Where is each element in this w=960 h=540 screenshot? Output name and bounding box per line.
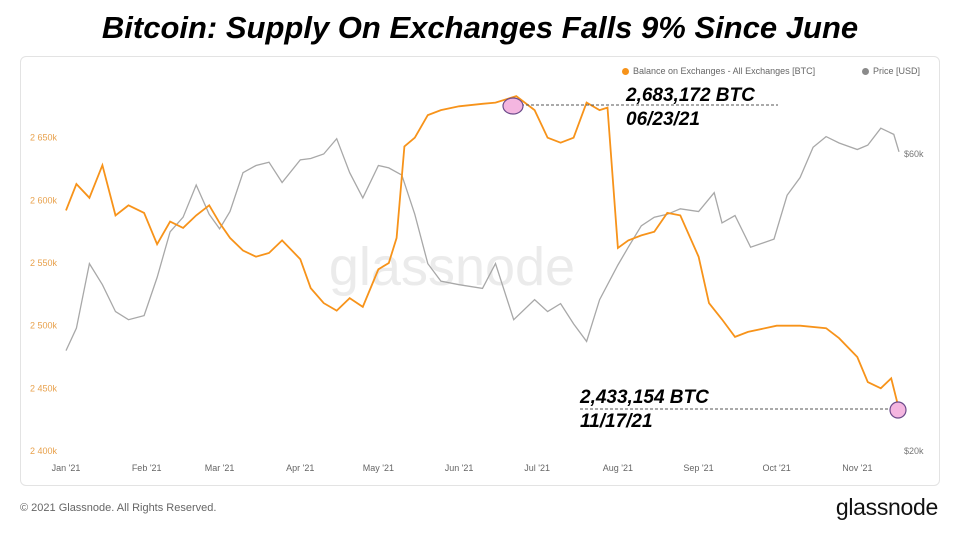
callout-peak: 2,683,172 BTC 06/23/21 bbox=[626, 84, 755, 132]
x-tick: Apr '21 bbox=[286, 463, 314, 473]
y-tick-left: 2 500k bbox=[30, 321, 58, 331]
x-tick: Mar '21 bbox=[205, 463, 235, 473]
callout-latest-value: 2,433,154 BTC bbox=[580, 387, 709, 408]
balance-series-line bbox=[65, 95, 900, 410]
legend-price-dot bbox=[862, 67, 869, 75]
y-tick-left: 2 550k bbox=[30, 258, 58, 268]
peak-highlight-marker bbox=[502, 97, 524, 115]
chart-title: Bitcoin: Supply On Exchanges Falls 9% Si… bbox=[101, 10, 859, 45]
y-axis-right: $20k $60k bbox=[904, 149, 924, 456]
callout-peak-value: 2,683,172 BTC bbox=[626, 85, 755, 106]
callout-peak-date: 06/23/21 bbox=[626, 109, 700, 130]
y-tick-right: $60k bbox=[904, 149, 924, 159]
x-tick: May '21 bbox=[363, 463, 394, 473]
x-tick: Feb '21 bbox=[132, 463, 162, 473]
x-tick: Aug '21 bbox=[603, 463, 633, 473]
x-tick: Jan '21 bbox=[52, 463, 81, 473]
legend-balance-label: Balance on Exchanges - All Exchanges [BT… bbox=[633, 66, 816, 76]
callout-latest-date: 11/17/21 bbox=[580, 411, 653, 432]
x-axis: Jan '21 Feb '21 Mar '21 Apr '21 May '21 Jun '… bbox=[52, 463, 873, 473]
legend-item-price[interactable]: Price [USD] bbox=[862, 66, 920, 76]
chart-panel bbox=[20, 56, 940, 486]
y-tick-left: 2 600k bbox=[30, 195, 58, 205]
y-axis-left: 2 400k 2 450k 2 500k 2 550k 2 600k 2 650k bbox=[30, 133, 58, 456]
brand-logo: glassnode bbox=[835, 494, 938, 520]
copyright-notice: © 2021 Glassnode. All Rights Reserved. bbox=[20, 502, 217, 514]
x-tick: Sep '21 bbox=[683, 463, 713, 473]
latest-highlight-marker bbox=[889, 401, 907, 419]
x-tick: Oct '21 bbox=[763, 463, 791, 473]
y-tick-left: 2 400k bbox=[30, 446, 58, 456]
legend-balance-dot bbox=[622, 67, 629, 75]
x-tick: Jun '21 bbox=[445, 463, 474, 473]
y-tick-left: 2 650k bbox=[30, 133, 58, 143]
x-tick: Jul '21 bbox=[524, 463, 550, 473]
y-tick-left: 2 450k bbox=[30, 383, 58, 393]
legend-item-balance[interactable]: Balance on Exchanges - All Exchanges [BT… bbox=[622, 66, 815, 76]
legend-price-label: Price [USD] bbox=[873, 66, 921, 76]
x-tick: Nov '21 bbox=[842, 463, 872, 473]
callout-latest: 2,433,154 BTC 11/17/21 bbox=[580, 386, 709, 434]
price-series-line bbox=[65, 127, 900, 351]
y-tick-right: $20k bbox=[904, 446, 924, 456]
watermark: glassnode bbox=[329, 237, 575, 297]
